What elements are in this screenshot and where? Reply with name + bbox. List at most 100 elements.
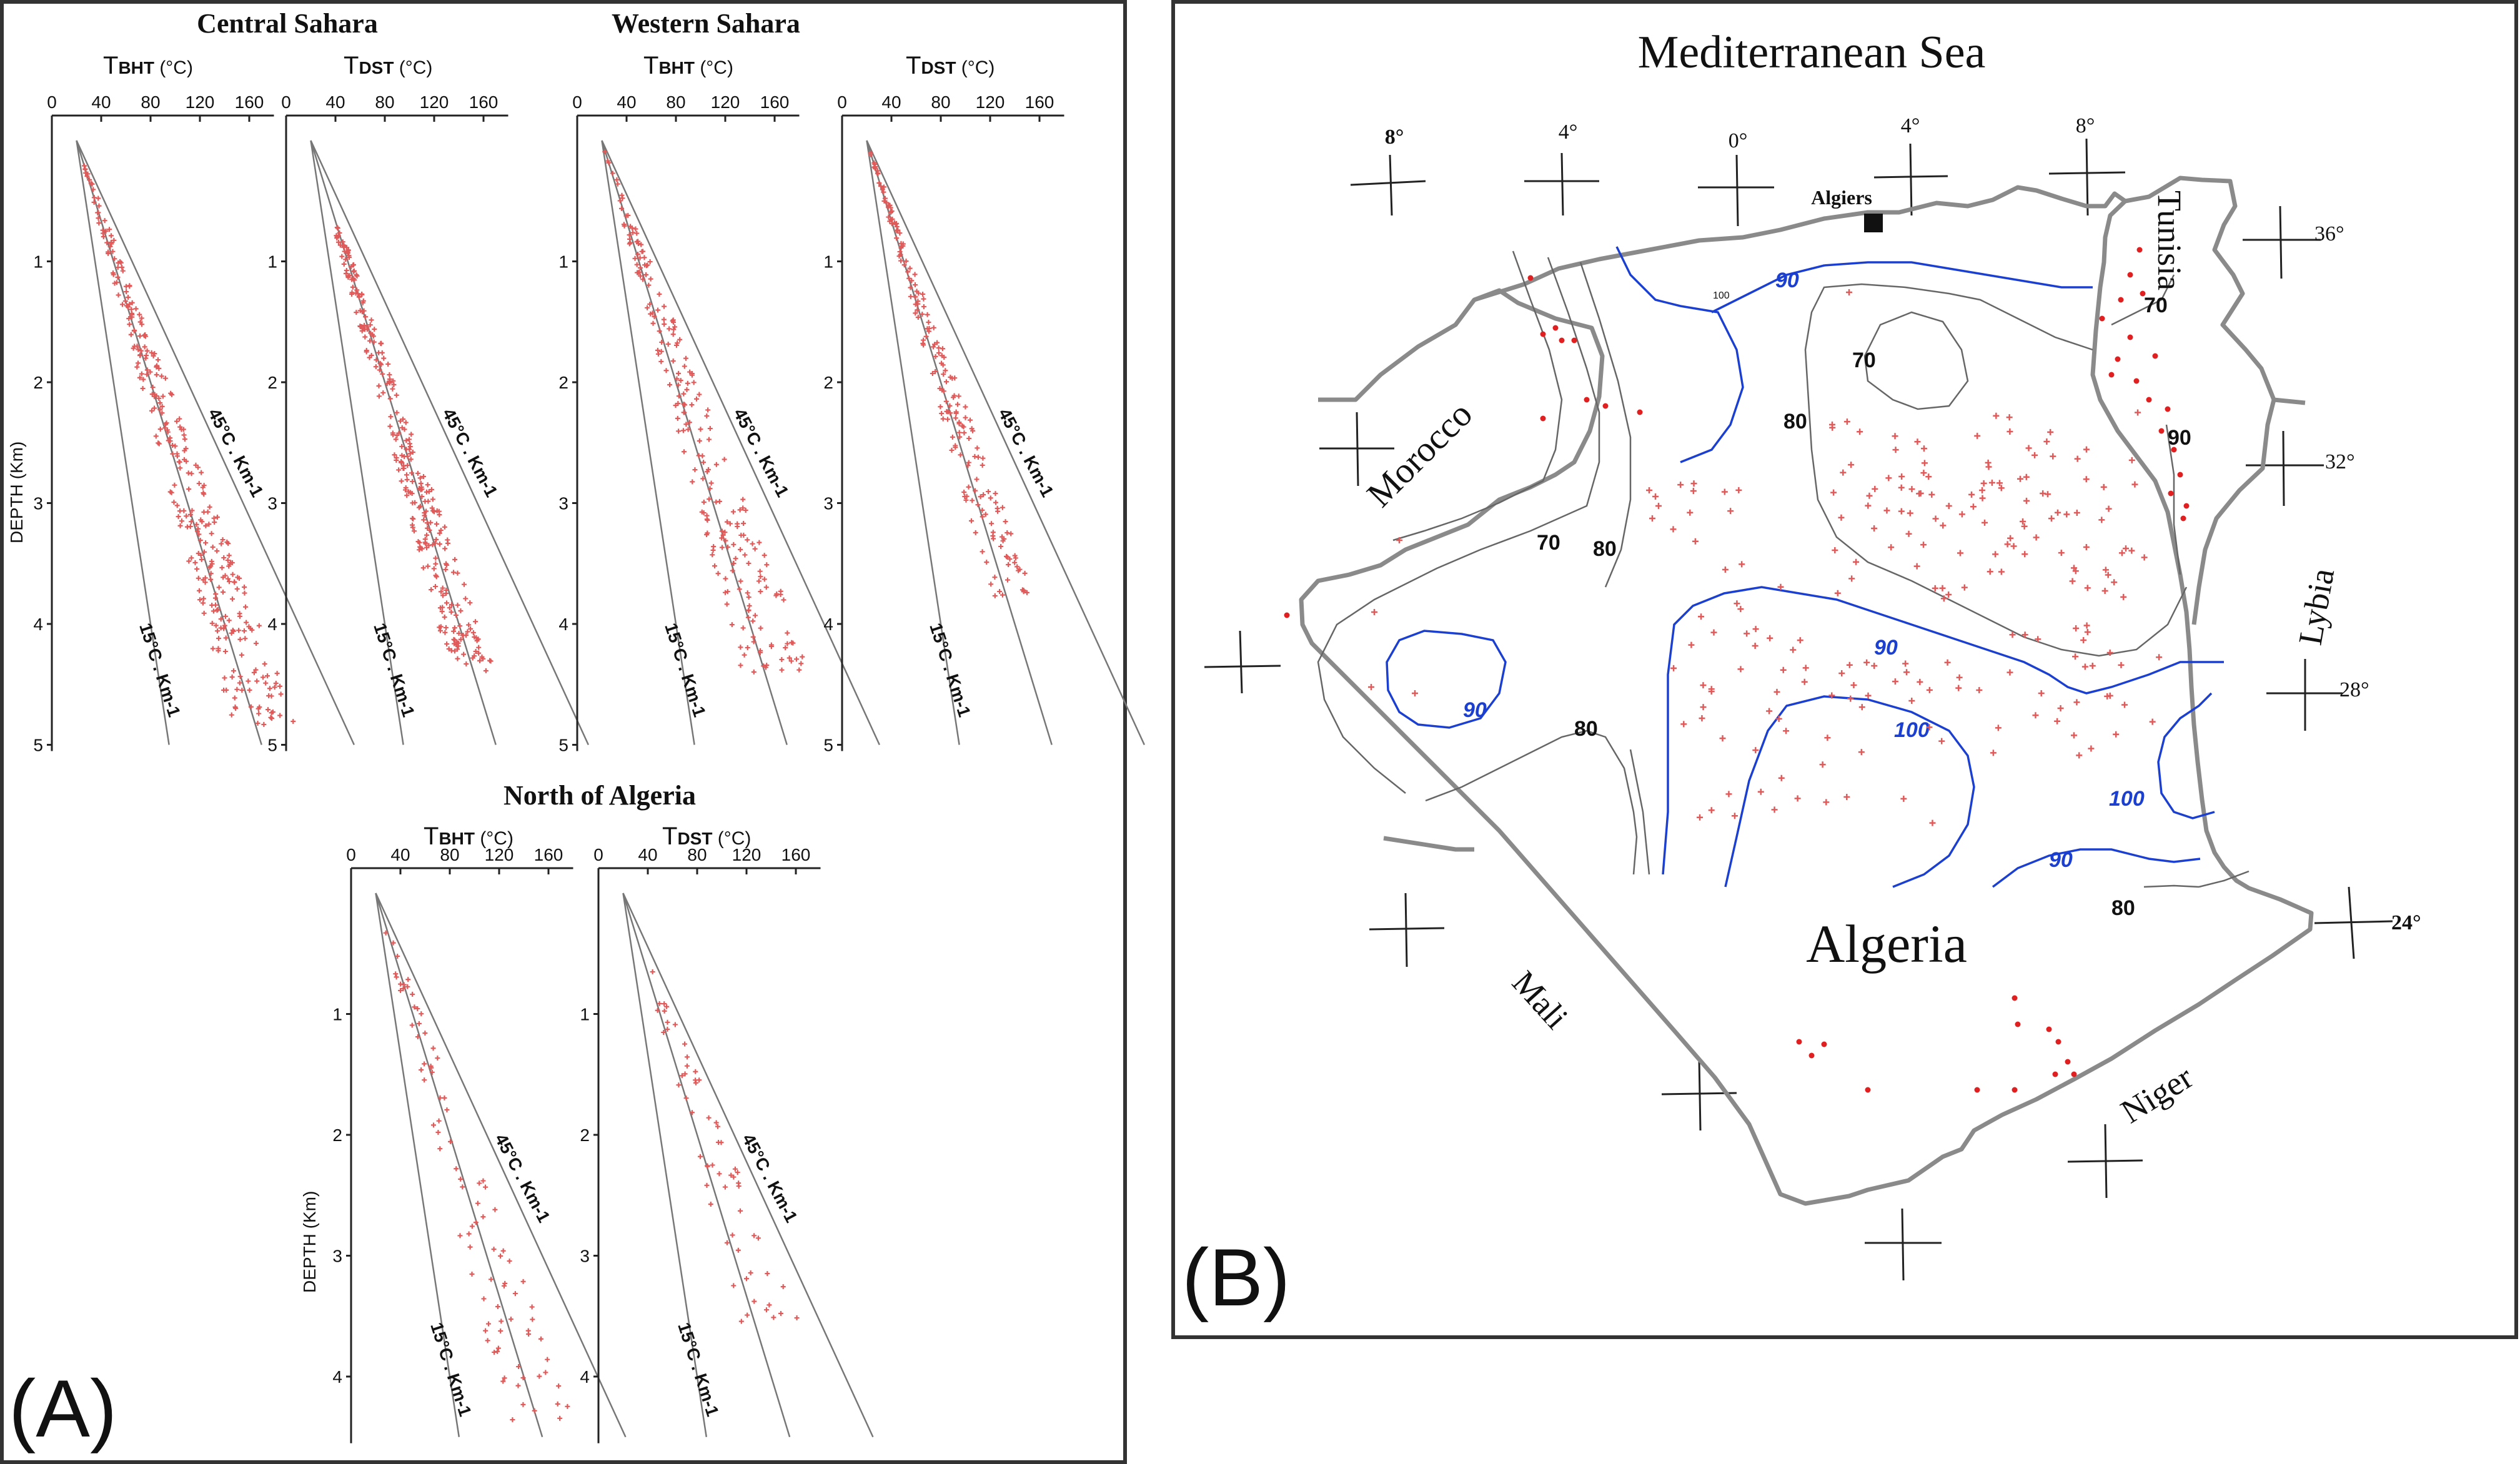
isotherm (2111, 274, 2175, 326)
gradient-line (375, 893, 460, 1437)
data-point (956, 430, 962, 435)
data-point (969, 518, 975, 523)
data-point (636, 270, 642, 275)
data-point (201, 492, 207, 497)
data-point (215, 606, 221, 612)
well-marker (1992, 551, 1999, 558)
panel-a-letter: (A) (9, 1363, 117, 1454)
data-point (132, 327, 137, 333)
well-marker (1921, 460, 1928, 467)
data-point (394, 410, 400, 415)
well-dot (2136, 247, 2143, 253)
y-tick-label: 1 (823, 252, 833, 272)
data-point (665, 1019, 670, 1025)
data-point (199, 470, 204, 475)
data-point (1016, 568, 1021, 573)
data-point (432, 540, 438, 546)
data-point (978, 494, 983, 500)
well-marker (1858, 749, 1865, 756)
gradient-line (866, 140, 1053, 745)
data-point (1008, 531, 1014, 537)
data-point (261, 721, 267, 727)
well-dot (1552, 325, 1559, 331)
isotherm-label: 80 (1574, 717, 1598, 741)
data-point (458, 1176, 464, 1182)
data-point (940, 416, 946, 422)
well-marker (2081, 663, 2088, 670)
data-point (500, 1378, 506, 1384)
data-point (434, 522, 439, 527)
data-point (387, 380, 392, 386)
data-point (82, 167, 88, 172)
x-tick-label: 120 (711, 92, 740, 112)
data-point (659, 339, 665, 345)
data-point (972, 453, 978, 459)
data-point (426, 489, 432, 495)
well-marker (2123, 545, 2130, 552)
data-point (214, 608, 220, 613)
data-point (334, 235, 340, 241)
data-point (126, 316, 132, 322)
data-point (435, 1129, 441, 1135)
data-point (887, 219, 893, 224)
data-point (243, 604, 249, 610)
well-marker (1944, 659, 1951, 666)
data-point (442, 615, 447, 620)
data-point (974, 477, 980, 482)
data-point (697, 1154, 703, 1159)
data-point (476, 645, 482, 650)
data-point (944, 408, 950, 414)
panel-b-frame (1171, 0, 2518, 1339)
data-point (445, 537, 450, 543)
data-point (417, 475, 423, 481)
data-point (981, 492, 986, 498)
x-tick-label: 120 (485, 845, 514, 864)
well-marker (2070, 732, 2077, 739)
data-point (704, 413, 710, 418)
well-marker (2058, 550, 2065, 556)
well-marker (1797, 637, 1803, 644)
data-point (138, 348, 144, 354)
graticule-cross (1369, 893, 1445, 967)
data-point (728, 1172, 734, 1178)
data-point (731, 561, 737, 566)
data-point (111, 237, 117, 243)
data-point (96, 203, 102, 209)
data-point (888, 209, 894, 215)
data-point (179, 427, 184, 432)
data-point (374, 357, 379, 363)
data-point (657, 1001, 662, 1006)
data-point (701, 499, 707, 505)
data-point (966, 484, 971, 490)
well-marker (2023, 497, 2030, 504)
well-marker (1828, 692, 1835, 699)
well-marker (1725, 791, 1732, 798)
data-point (354, 310, 359, 315)
gradient-label-15: 15°C . Km-1 (136, 621, 184, 720)
data-point (779, 667, 785, 673)
data-point (720, 532, 726, 538)
x-tick-label: 40 (390, 845, 410, 864)
data-point (472, 634, 477, 640)
data-point (652, 314, 657, 319)
well-marker (1903, 669, 1910, 676)
data-point (236, 628, 242, 633)
data-point (390, 378, 396, 383)
well-marker (2135, 409, 2141, 416)
data-point (230, 571, 236, 577)
data-point (220, 537, 226, 543)
data-point (177, 416, 182, 422)
well-marker (1739, 561, 1745, 568)
data-point (474, 638, 480, 643)
data-point (764, 562, 770, 568)
isotherm-label: 100 (1894, 718, 1930, 742)
data-point (277, 683, 283, 689)
well-dot (2065, 1059, 2071, 1065)
well-marker (1722, 566, 1729, 573)
data-point (209, 620, 215, 626)
well-marker (1710, 629, 1717, 636)
data-point (416, 1021, 422, 1026)
data-point (738, 1318, 744, 1324)
data-point (909, 278, 915, 284)
data-point (422, 1077, 427, 1083)
